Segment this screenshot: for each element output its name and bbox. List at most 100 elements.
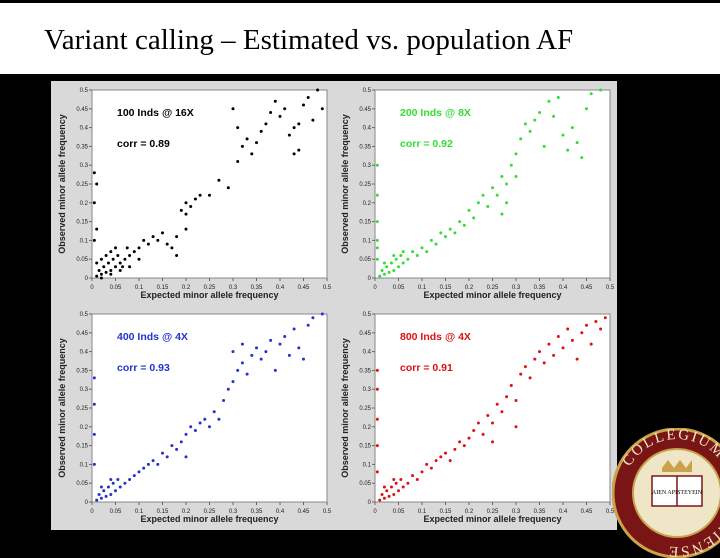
scatter-point — [380, 492, 384, 496]
y-tick-label: 0 — [85, 500, 89, 506]
scatter-point — [500, 410, 504, 414]
scatter-point — [505, 395, 509, 399]
scatter-point — [425, 462, 429, 466]
x-tick-label: 0.25 — [487, 285, 499, 291]
scatter-point — [392, 253, 396, 257]
scatter-point — [599, 327, 603, 331]
x-tick-label: 0.5 — [323, 509, 332, 515]
scatter-point — [411, 250, 415, 254]
plot-area — [374, 89, 611, 279]
scatter-point — [375, 246, 379, 250]
x-tick-label: 0.15 — [157, 285, 169, 291]
scatter-point — [240, 144, 244, 148]
scatter-point — [114, 246, 117, 250]
y-axis-label: Observed minor allele frequency — [57, 338, 67, 478]
plot-area — [91, 313, 328, 503]
scatter-point — [476, 201, 480, 205]
annotation-sample-size: 400 Inds @ 4X — [117, 331, 188, 343]
scatter-point — [245, 137, 249, 141]
scatter-point — [375, 444, 379, 448]
scatter-point — [580, 156, 584, 160]
annotation-sample-size: 200 Inds @ 8X — [400, 107, 471, 119]
scatter-point — [458, 220, 462, 224]
scatter-point — [259, 129, 263, 133]
scatter-point — [514, 398, 518, 402]
scatter-point — [476, 421, 480, 425]
x-tick-label: 0.4 — [559, 509, 568, 515]
scatter-point — [382, 485, 386, 489]
x-tick-label: 0.05 — [393, 509, 405, 515]
x-tick-label: 0.15 — [440, 509, 452, 515]
scatter-point — [311, 316, 315, 320]
scatter-point — [467, 208, 471, 212]
x-tick-label: 0.1 — [418, 285, 427, 291]
scatter-point — [387, 270, 391, 274]
scatter-point — [406, 257, 410, 261]
x-tick-label: 0.4 — [276, 509, 285, 515]
scatter-point — [109, 477, 113, 481]
panel-bottom-left: 0 0.05 0.1 0.15 0.2 0.25 0.3 0.35 0.4 0.45 0.5 0 0.0… — [51, 305, 334, 529]
scatter-point — [556, 96, 560, 100]
plot-area — [91, 89, 328, 279]
scatter-point — [128, 265, 132, 269]
scatter-chart-800-inds: 0 0.05 0.1 0.15 0.2 0.25 0.3 0.35 0.4 0.45 0.5 0 0.0… — [340, 312, 615, 524]
scatter-point — [137, 246, 141, 250]
scatter-point — [114, 489, 117, 493]
scatter-point — [184, 201, 188, 205]
y-tick-label: 0.3 — [80, 163, 89, 169]
scatter-point — [514, 174, 518, 178]
seal-motto: AIEN APISTEYEIN — [652, 490, 703, 496]
scatter-point — [142, 238, 146, 242]
scatter-point — [481, 432, 485, 436]
panel-top-left: 0 0.05 0.1 0.15 0.2 0.25 0.3 0.35 0.4 0.45 0.5 0 0.0… — [51, 81, 334, 305]
scatter-point — [599, 88, 603, 92]
y-tick-label: 0.05 — [76, 481, 88, 487]
scatter-point — [538, 111, 541, 115]
scatter-point — [514, 152, 518, 156]
scatter-point — [320, 312, 324, 316]
x-tick-label: 0.4 — [559, 285, 568, 291]
scatter-point — [198, 421, 202, 425]
y-tick-label: 0.5 — [363, 88, 372, 94]
x-tick-label: 0 — [373, 285, 377, 291]
scatter-point — [306, 96, 310, 100]
scatter-point — [394, 257, 398, 261]
x-tick-label: 0.1 — [135, 509, 144, 515]
y-tick-label: 0.1 — [80, 238, 89, 244]
scatter-point — [106, 485, 110, 489]
panel-top-right: 0 0.05 0.1 0.15 0.2 0.25 0.3 0.35 0.4 0.45 0.5 0 0.0… — [334, 81, 617, 305]
y-tick-label: 0.2 — [363, 425, 372, 431]
scatter-point — [382, 261, 386, 265]
scatter-point — [297, 122, 301, 126]
scatter-point — [184, 455, 188, 459]
scatter-point — [394, 481, 398, 485]
x-tick-label: 0.2 — [182, 509, 191, 515]
scatter-point — [566, 148, 570, 152]
x-tick-label: 0.45 — [581, 509, 593, 515]
scatter-point — [240, 342, 244, 346]
slide-title-bar: Variant calling – Estimated vs. populati… — [0, 0, 720, 74]
scatter-point — [222, 398, 226, 402]
scatter-point — [385, 489, 389, 493]
title-top-rule — [0, 0, 720, 3]
scatter-point — [429, 238, 433, 242]
scatter-point — [104, 270, 108, 274]
annotation-correlation: corr = 0.92 — [400, 138, 453, 150]
x-tick-label: 0.3 — [229, 285, 238, 291]
scatter-point — [306, 323, 310, 327]
scatter-point — [212, 410, 216, 414]
scatter-point — [184, 432, 188, 436]
scatter-point — [589, 92, 593, 96]
y-tick-label: 0 — [368, 500, 372, 506]
scatter-point — [420, 246, 424, 250]
y-tick-label: 0.3 — [80, 387, 89, 393]
scatter-point — [179, 440, 183, 444]
scatter-point — [226, 186, 230, 190]
x-tick-label: 0.5 — [606, 285, 615, 291]
scatter-point — [193, 429, 197, 433]
x-tick-label: 0.05 — [393, 285, 405, 291]
x-axis-label: Expected minor allele frequency — [423, 514, 561, 524]
scatter-point — [278, 114, 282, 118]
scatter-point — [250, 353, 254, 357]
x-tick-label: 0.05 — [110, 509, 122, 515]
